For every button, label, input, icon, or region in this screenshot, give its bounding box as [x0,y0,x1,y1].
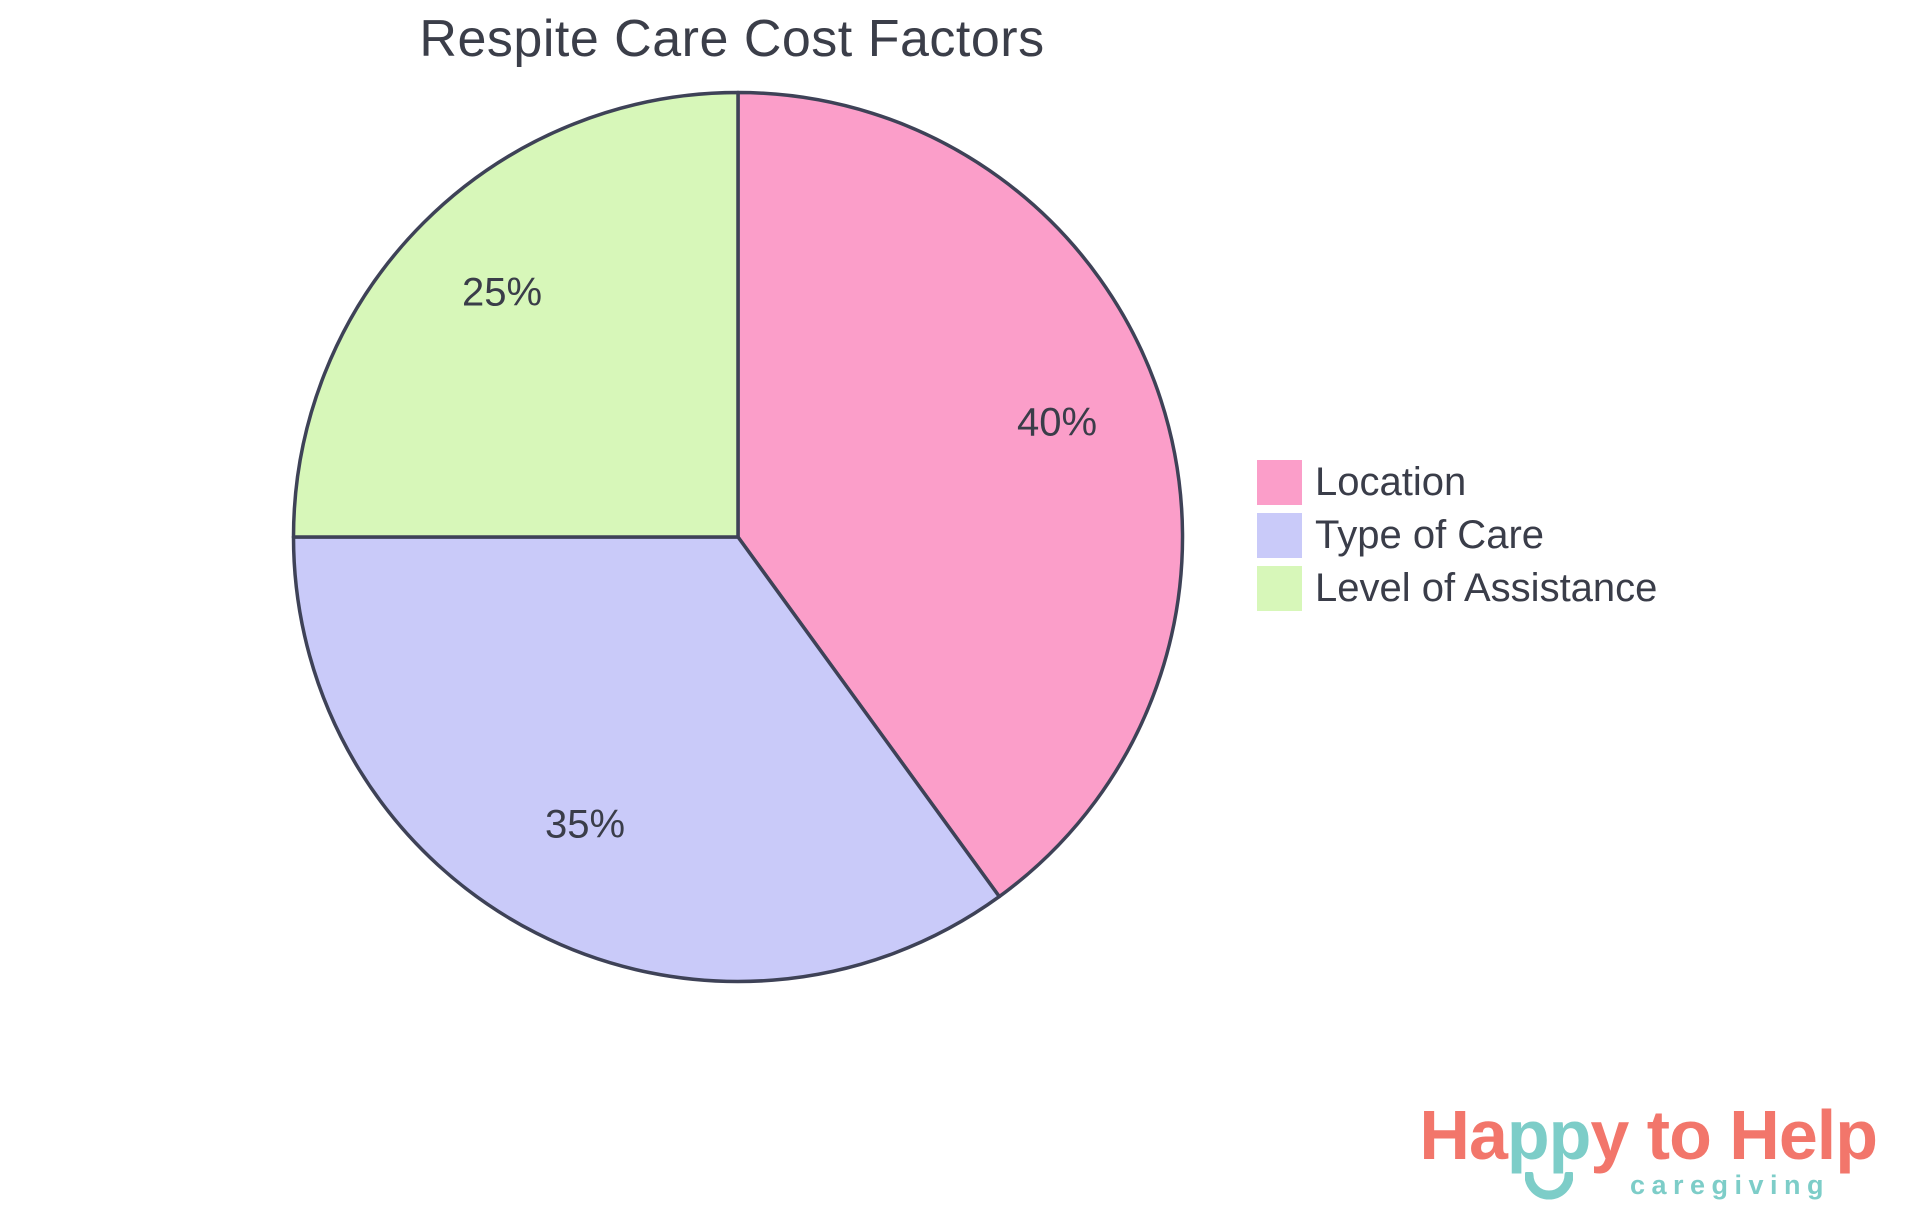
legend-label-location: Location [1315,460,1467,504]
legend: Location Type of Care Level of Assistanc… [1257,460,1657,611]
chart-title: Respite Care Cost Factors [419,10,1045,68]
pie-slice-level-of-assistance[interactable] [291,90,740,539]
brand-text-part3: y to Help [1590,1096,1878,1174]
legend-item-location[interactable]: Location [1257,460,1657,505]
brand-text-part2: pp [1507,1100,1591,1200]
legend-swatch-type-of-care [1257,513,1302,558]
brand-tagline: caregiving [1629,1170,1830,1200]
slice-label-location: 40% [1016,400,1098,445]
slice-label-type-of-care: 35% [544,802,626,847]
brand-text-pp: pp [1506,1096,1592,1174]
legend-label-level-of-assistance: Level of Assistance [1315,566,1658,610]
legend-label-type-of-care: Type of Care [1315,513,1545,557]
brand-text-part1: Ha [1419,1096,1507,1174]
legend-item-level-of-assistance[interactable]: Level of Assistance [1257,566,1657,611]
slice-label-level-of-assistance: 25% [461,270,543,315]
pie-slice-location[interactable] [736,90,1185,899]
legend-swatch-level-of-assistance [1257,566,1302,611]
legend-swatch-location [1257,460,1302,505]
pie-chart [291,90,1185,984]
pie-slice-type-of-care[interactable] [291,535,1002,984]
legend-item-type-of-care[interactable]: Type of Care [1257,513,1657,558]
smile-arc-icon [1524,1172,1573,1200]
brand-logo: Happ y to Help [1419,1100,1878,1200]
